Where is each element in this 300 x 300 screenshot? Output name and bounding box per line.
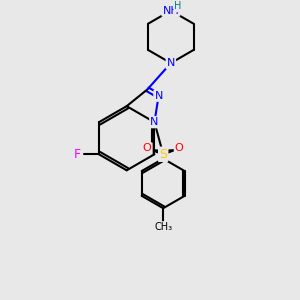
Text: O: O bbox=[143, 143, 152, 154]
Text: CH₃: CH₃ bbox=[154, 222, 172, 232]
Text: N: N bbox=[154, 91, 163, 101]
Text: H: H bbox=[174, 1, 182, 11]
Text: N: N bbox=[150, 117, 159, 127]
Text: O: O bbox=[175, 143, 184, 154]
Text: NH: NH bbox=[163, 6, 179, 16]
Text: N: N bbox=[167, 58, 175, 68]
Text: S: S bbox=[159, 148, 167, 161]
Text: F: F bbox=[74, 148, 81, 161]
